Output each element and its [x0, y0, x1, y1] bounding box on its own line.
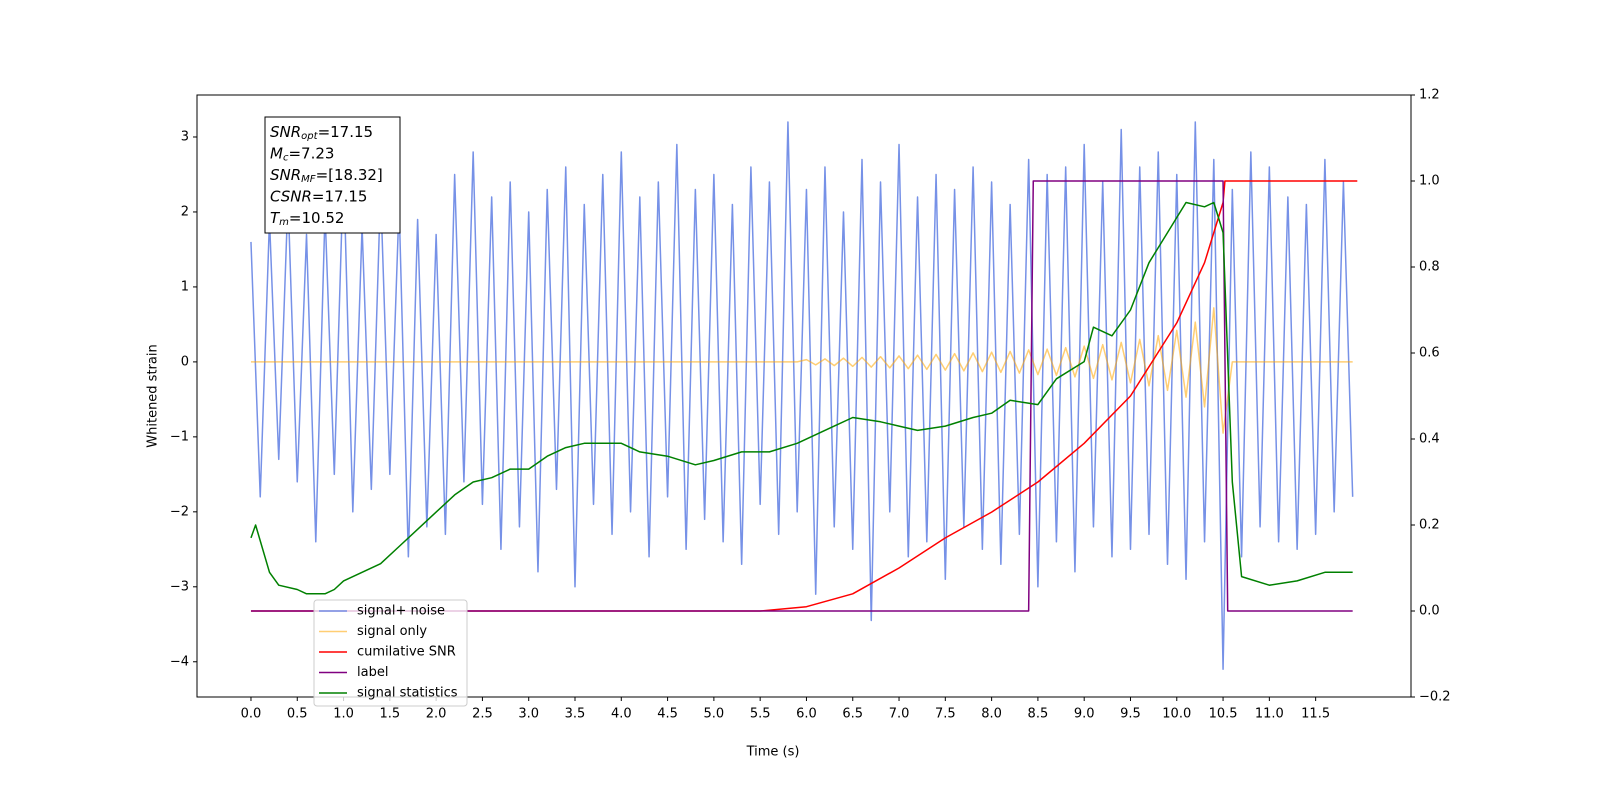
- annotation-line: SNRMF=[18.32]: [270, 166, 383, 186]
- series-line: [250, 121, 1354, 671]
- x-tick-label: 6.5: [842, 707, 863, 722]
- x-tick-label: 11.5: [1301, 707, 1330, 722]
- y2-tick-label: 0.6: [1419, 346, 1440, 361]
- y-tick-label: 0: [181, 354, 189, 369]
- x-tick-label: 9.5: [1120, 707, 1141, 722]
- series-line: [250, 307, 1353, 434]
- y-tick-label: −2: [170, 504, 189, 519]
- y2-tick-label: 1.0: [1419, 174, 1440, 189]
- x-tick-label: 2.5: [472, 707, 493, 722]
- y2-tick-label: 1.2: [1419, 88, 1440, 103]
- x-tick-label: 4.5: [657, 707, 678, 722]
- annotation-symbol: SNR: [270, 123, 301, 141]
- plot-area: [250, 121, 1358, 671]
- x-tick-label: 8.0: [981, 707, 1002, 722]
- annotation-subscript: c: [283, 153, 289, 164]
- y-tick-label: −4: [170, 654, 189, 669]
- x-tick-label: 8.5: [1028, 707, 1049, 722]
- annotation-value: =17.15: [318, 123, 374, 141]
- series-line: [250, 201, 1353, 595]
- x-tick-label: 7.0: [889, 707, 910, 722]
- annotation-symbol: SNR: [270, 166, 301, 184]
- annotation-frame: [264, 116, 401, 234]
- annotation-line: Tm=10.52: [270, 209, 344, 229]
- x-tick-label: 5.5: [750, 707, 771, 722]
- annotation-box: SNRopt=17.15Mc=7.23SNRMF=[18.32]CSNR=17.…: [264, 116, 401, 234]
- legend-label: label: [357, 665, 388, 680]
- legend-frame: [313, 599, 468, 707]
- y-tick-label: 2: [181, 204, 189, 219]
- x-tick-label: 9.0: [1074, 707, 1095, 722]
- annotation-value: =7.23: [288, 144, 334, 162]
- y2-tick-label: 0.4: [1419, 432, 1440, 447]
- y-tick-label: −1: [170, 429, 189, 444]
- legend-label: signal statistics: [357, 686, 458, 701]
- x-tick-label: 10.0: [1162, 707, 1191, 722]
- x-tick-label: 0.0: [241, 707, 262, 722]
- annotation-value: =10.52: [289, 209, 345, 227]
- annotation-line: SNRopt=17.15: [270, 123, 373, 143]
- y2-tick-label: 0.2: [1419, 518, 1440, 533]
- annotation-symbol: M: [270, 144, 283, 162]
- x-tick-label: 10.5: [1209, 707, 1238, 722]
- annotation-line: CSNR=17.15: [270, 187, 367, 205]
- legend-label: cumilative SNR: [357, 645, 456, 660]
- x-tick-label: 7.5: [935, 707, 956, 722]
- x-tick-label: 11.0: [1255, 707, 1284, 722]
- y-tick-label: −3: [170, 579, 189, 594]
- x-tick-label: 1.0: [333, 707, 354, 722]
- y2-tick-label: 0.0: [1419, 604, 1440, 619]
- x-tick-label: 5.0: [704, 707, 725, 722]
- annotation-symbol: CSNR: [270, 187, 312, 205]
- legend-label: signal+ noise: [357, 604, 445, 619]
- x-tick-label: 0.5: [287, 707, 308, 722]
- annotation-subscript: m: [279, 217, 289, 228]
- legend: signal+ noise signal only cumilative SNR la…: [313, 599, 468, 707]
- y-tick-label: 3: [181, 129, 189, 144]
- annotation-subscript: opt: [301, 131, 318, 142]
- y2-tick-label: 0.8: [1419, 260, 1440, 275]
- axes-frame: [196, 94, 1412, 698]
- annotation-subscript: MF: [301, 174, 316, 185]
- annotation-symbol: T: [270, 209, 281, 227]
- x-tick-label: 6.0: [796, 707, 817, 722]
- y-tick-label: 1: [181, 279, 189, 294]
- legend-label: signal only: [357, 624, 427, 639]
- x-tick-label: 2.0: [426, 707, 447, 722]
- x-tick-label: 4.0: [611, 707, 632, 722]
- y2-tick-label: −0.2: [1419, 690, 1451, 705]
- x-tick-label: 3.5: [565, 707, 586, 722]
- x-tick-label: 1.5: [380, 707, 401, 722]
- x-tick-label: 3.0: [518, 707, 539, 722]
- series-line: [250, 180, 1358, 612]
- y-axis-label: Whitened strain: [146, 344, 161, 447]
- series-line: [250, 180, 1353, 612]
- annotation-value: =17.15: [312, 187, 368, 205]
- annotation-value: =[18.32]: [316, 166, 383, 184]
- x-axis-label: Time (s): [746, 745, 800, 760]
- annotation-line: Mc=7.23: [270, 144, 334, 164]
